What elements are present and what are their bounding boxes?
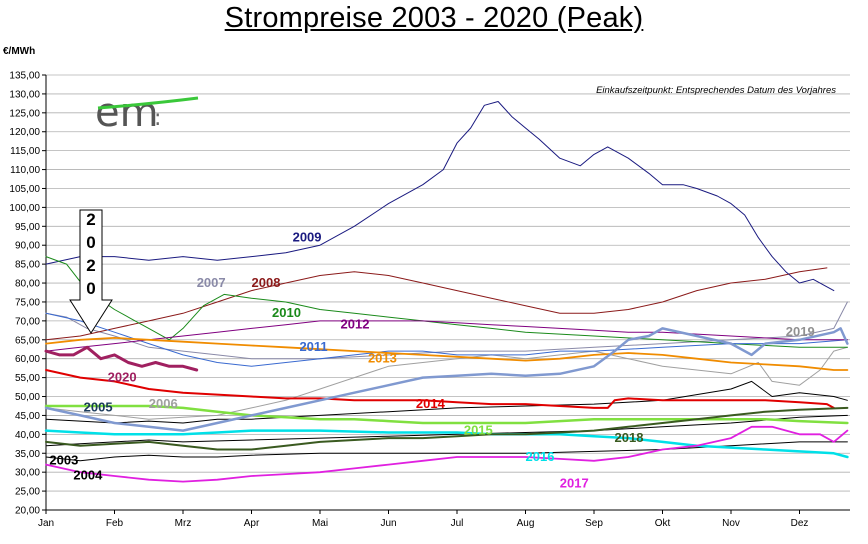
series-line-2004 <box>45 414 848 447</box>
series-label-2018: 2018 <box>615 430 644 445</box>
x-tick-label: Feb <box>106 518 124 529</box>
y-tick-label: 85,00 <box>15 260 40 271</box>
series-label-2011: 2011 <box>299 339 327 354</box>
series-line-2007 <box>45 301 848 360</box>
x-tick-label: Jan <box>38 518 54 529</box>
series-line-2014 <box>45 369 835 409</box>
x-tick-label: Apr <box>244 518 260 529</box>
purchase-date-note: Einkaufszeitpunkt: Entsprechendes Datum … <box>596 85 836 96</box>
series-label-2016: 2016 <box>526 449 555 464</box>
y-tick-label: 120,00 <box>9 127 40 138</box>
series-label-2013: 2013 <box>368 350 397 365</box>
x-tick-label: Aug <box>517 518 535 529</box>
series-line-2011 <box>45 312 848 367</box>
y-tick-label: 65,00 <box>15 335 40 346</box>
series-label-2008: 2008 <box>252 275 281 290</box>
series-labels: 2009 2007 2008 2010 2012 2011 2013 2020 2014 2005… <box>49 229 814 490</box>
series-line-2010 <box>45 256 848 348</box>
arrow-digit: 0 <box>86 233 95 252</box>
x-tick-label: Nov <box>722 518 740 529</box>
series-line-2006 <box>45 346 848 420</box>
arrow-digit: 0 <box>86 279 95 298</box>
grid <box>46 74 850 511</box>
y-tick-label: 100,00 <box>9 203 40 214</box>
y-tick-label: 55,00 <box>15 373 40 384</box>
y-tick-label: 40,00 <box>15 430 40 441</box>
series-line-2017 <box>45 425 849 483</box>
logo-colon-icon: : <box>154 106 161 131</box>
y-tick-label: 25,00 <box>15 487 40 498</box>
y-tick-label: 20,00 <box>15 506 40 517</box>
y-tick-label: 70,00 <box>15 316 40 327</box>
logo-swoosh-icon <box>97 96 199 110</box>
y-tick-label: 45,00 <box>15 411 40 422</box>
x-tick-label: Mai <box>312 518 328 529</box>
series-line-2003 <box>45 441 848 462</box>
y-tick-label: 75,00 <box>15 297 40 308</box>
y-tick-label: 115,00 <box>10 146 40 157</box>
logo: em : <box>95 90 199 136</box>
series-line-2012 <box>45 320 848 352</box>
y-tick-label: 95,00 <box>15 222 40 233</box>
x-tick-label: Dez <box>791 518 809 529</box>
y-tick-label: 135,00 <box>9 71 40 82</box>
arrow-digit: 2 <box>86 256 95 275</box>
series-label-2010: 2010 <box>272 305 301 320</box>
y-tick-label: 80,00 <box>15 279 40 290</box>
series-label-2009: 2009 <box>293 229 322 244</box>
x-axis: Jan Feb Mrz Apr Mai Jun Jul Aug Sep Okt Nov Dez <box>38 509 850 529</box>
series-label-2017: 2017 <box>560 475 589 490</box>
y-tick-label: 105,00 <box>9 184 40 195</box>
arrow-digit: 2 <box>86 210 95 229</box>
series-line-2018 <box>45 406 849 451</box>
logo-text: em <box>95 90 159 136</box>
arrow-2020: 2 0 2 0 <box>69 209 113 334</box>
series-line-2005 <box>45 380 848 424</box>
series-label-2005: 2005 <box>84 400 113 415</box>
series-line-2019 <box>44 327 849 432</box>
y-tick-label: 50,00 <box>15 392 40 403</box>
y-axis: 20,00 25,00 30,00 35,00 40,00 45,00 50,00 55,00… <box>9 71 47 517</box>
y-tick-label: 125,00 <box>9 108 40 119</box>
x-tick-label: Jun <box>380 518 396 529</box>
chart-title: Strompreise 2003 - 2020 (Peak) <box>224 2 644 34</box>
series-group <box>44 101 849 483</box>
x-tick-label: Mrz <box>175 518 192 529</box>
series-label-2015: 2015 <box>464 422 493 437</box>
series-label-2012: 2012 <box>341 316 370 331</box>
series-label-2007: 2007 <box>197 275 226 290</box>
series-label-2019: 2019 <box>786 324 815 339</box>
down-arrow-icon <box>69 209 113 334</box>
series-label-2003: 2003 <box>49 453 78 468</box>
x-tick-label: Sep <box>585 518 603 529</box>
series-label-2006: 2006 <box>149 396 178 411</box>
x-tick-label: Jul <box>451 518 464 529</box>
x-tick-label: Okt <box>655 518 671 529</box>
series-label-2020: 2020 <box>108 369 137 384</box>
series-label-2004: 2004 <box>73 468 103 483</box>
y-tick-label: 110,00 <box>10 165 40 176</box>
series-line-2013 <box>45 336 849 371</box>
series-line-2009 <box>45 101 835 292</box>
y-tick-label: 90,00 <box>15 241 40 252</box>
series-label-2014: 2014 <box>416 396 446 411</box>
y-tick-label: 35,00 <box>15 449 40 460</box>
series-line-2008 <box>45 267 828 341</box>
y-tick-label: 130,00 <box>9 89 40 100</box>
y-tick-label: 60,00 <box>15 354 40 365</box>
series-line-2020 <box>44 345 199 372</box>
y-tick-label: 30,00 <box>15 468 40 479</box>
y-axis-label: €/MWh <box>3 46 35 57</box>
